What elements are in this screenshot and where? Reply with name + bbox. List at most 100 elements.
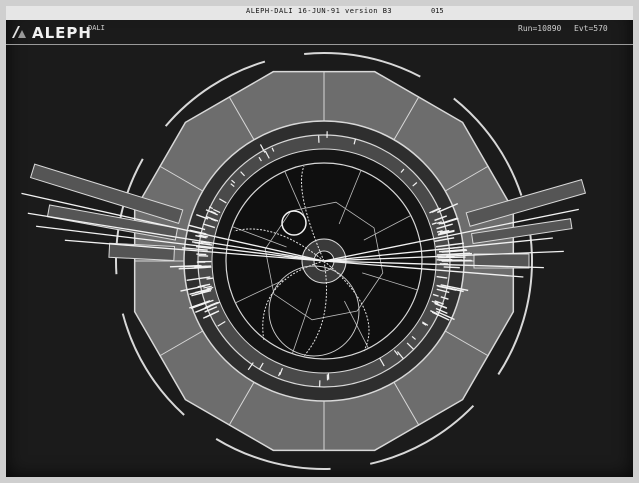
- calorimeter-hit: [437, 256, 466, 259]
- window-title-extra: 015: [431, 7, 444, 15]
- calorimeter-hit: [278, 371, 281, 377]
- particle-track: [323, 237, 553, 262]
- tpc-sector-line: [235, 279, 284, 304]
- calorimeter-hit: [434, 215, 448, 222]
- calorimeter-hit: [436, 230, 443, 233]
- calorimeter-hit: [436, 310, 455, 321]
- calorimeter-hit: [440, 296, 449, 300]
- calorimeter-hit: [258, 156, 262, 162]
- calorimeter-hit: [194, 289, 207, 294]
- calorimeter-hit: [264, 150, 270, 159]
- tpc-sector-line: [232, 226, 287, 248]
- energy-deposits: [29, 131, 587, 387]
- calorimeter-hit: [422, 322, 427, 326]
- aleph-logo-icon: [12, 26, 26, 38]
- title-bar: ALEPH-DALI 16-JUN-91 version B3 015: [6, 6, 633, 20]
- calorimeter-hit: [436, 275, 448, 279]
- calorimeter-hit: [189, 300, 211, 309]
- window-title: ALEPH-DALI 16-JUN-91 version B3: [246, 7, 393, 15]
- tpc-sector-boundary: [264, 201, 384, 321]
- calorimeter-hit: [196, 253, 207, 256]
- tpc-sector-line: [344, 300, 369, 349]
- calorimeter-hit: [169, 264, 201, 268]
- event-number: Evt=570: [574, 24, 608, 33]
- calorimeter-hit: [182, 247, 208, 251]
- calorimeter-hit: [195, 245, 212, 250]
- calorimeter-hit: [436, 288, 450, 294]
- energy-tower: [465, 179, 587, 227]
- calorimeter-hit: [204, 306, 218, 313]
- run-number: Run=10890: [518, 24, 562, 33]
- display-header: ALEPH DALI Run=10890 Evt=570: [6, 20, 633, 44]
- calorimeter-hit: [195, 234, 207, 239]
- calorimeter-hit: [434, 237, 455, 242]
- calorimeter-hit: [247, 362, 254, 371]
- calorimeter-hit: [437, 203, 459, 214]
- calorimeter-hit: [230, 183, 235, 188]
- energy-tower: [470, 218, 573, 245]
- calorimeter-hit: [206, 277, 214, 280]
- calorimeter-hit: [259, 144, 266, 153]
- calorimeter-hit: [217, 320, 226, 327]
- curved-track: [301, 165, 325, 262]
- particle-track: [323, 260, 524, 278]
- calorimeter-hit: [208, 206, 214, 210]
- calorimeter-hit: [210, 302, 218, 307]
- calorimeter-hit: [202, 223, 216, 229]
- calorimeter-hit: [440, 284, 469, 292]
- calorimeter-hit: [202, 312, 215, 319]
- calorimeter-hit: [258, 362, 264, 370]
- dali-mode-label: DALI: [88, 24, 105, 32]
- calorimeter-hit: [210, 210, 217, 215]
- calorimeter-hit: [437, 230, 455, 236]
- event-display[interactable]: [6, 46, 633, 476]
- tpc-sector-line: [363, 215, 411, 241]
- calorimeter-hit: [446, 249, 468, 253]
- particle-track: [323, 250, 564, 262]
- calorimeter-hit: [231, 179, 236, 184]
- particle-track: [36, 225, 325, 262]
- particle-track: [323, 208, 579, 262]
- calorimeter-hit: [411, 335, 416, 340]
- calorimeter-hit: [435, 242, 464, 248]
- detector-view[interactable]: [6, 46, 633, 476]
- calorimeter-hit: [436, 221, 442, 224]
- particle-track: [323, 260, 544, 269]
- calorimeter-hit: [436, 223, 453, 230]
- calorimeter-hit: [197, 283, 211, 288]
- particle-track: [27, 212, 325, 262]
- header-divider: [6, 44, 633, 45]
- calorimeter-hit: [279, 367, 284, 375]
- calorimeter-hit: [432, 293, 439, 297]
- calorimeter-hit: [438, 285, 457, 291]
- calorimeter-hit: [205, 215, 219, 222]
- calorimeter-hit: [443, 266, 460, 269]
- calorimeter-hit: [396, 351, 404, 360]
- particle-tracks: [21, 165, 579, 357]
- looping-track: [281, 210, 307, 236]
- calorimeter-hit: [218, 198, 227, 204]
- calorimeter-hit: [400, 168, 405, 173]
- tpc-sector-line: [338, 170, 362, 225]
- calorimeter-hit: [435, 307, 448, 315]
- energy-tower: [473, 253, 530, 269]
- calorimeter-hit: [412, 182, 418, 187]
- calorimeter-hit: [431, 207, 442, 213]
- curved-track: [303, 260, 327, 357]
- low-momentum-track: [268, 265, 360, 357]
- calorimeter-hit: [240, 171, 245, 177]
- calorimeter-hit: [200, 289, 210, 294]
- dali-screen: ALEPH-DALI 16-JUN-91 version B3 015 ALEP…: [6, 6, 633, 477]
- tpc-sector-line: [291, 298, 312, 354]
- calorimeter-hit: [439, 230, 446, 234]
- aleph-wordmark: ALEPH: [32, 24, 92, 42]
- calorimeter-hit: [203, 285, 212, 289]
- calorimeter-hit: [422, 321, 429, 326]
- calorimeter-hit: [379, 357, 385, 367]
- tpc-sector-line: [362, 272, 418, 291]
- calorimeter-hit: [438, 229, 455, 235]
- particle-track: [21, 192, 325, 262]
- calorimeter-hit: [435, 303, 448, 309]
- calorimeter-hit: [432, 311, 440, 317]
